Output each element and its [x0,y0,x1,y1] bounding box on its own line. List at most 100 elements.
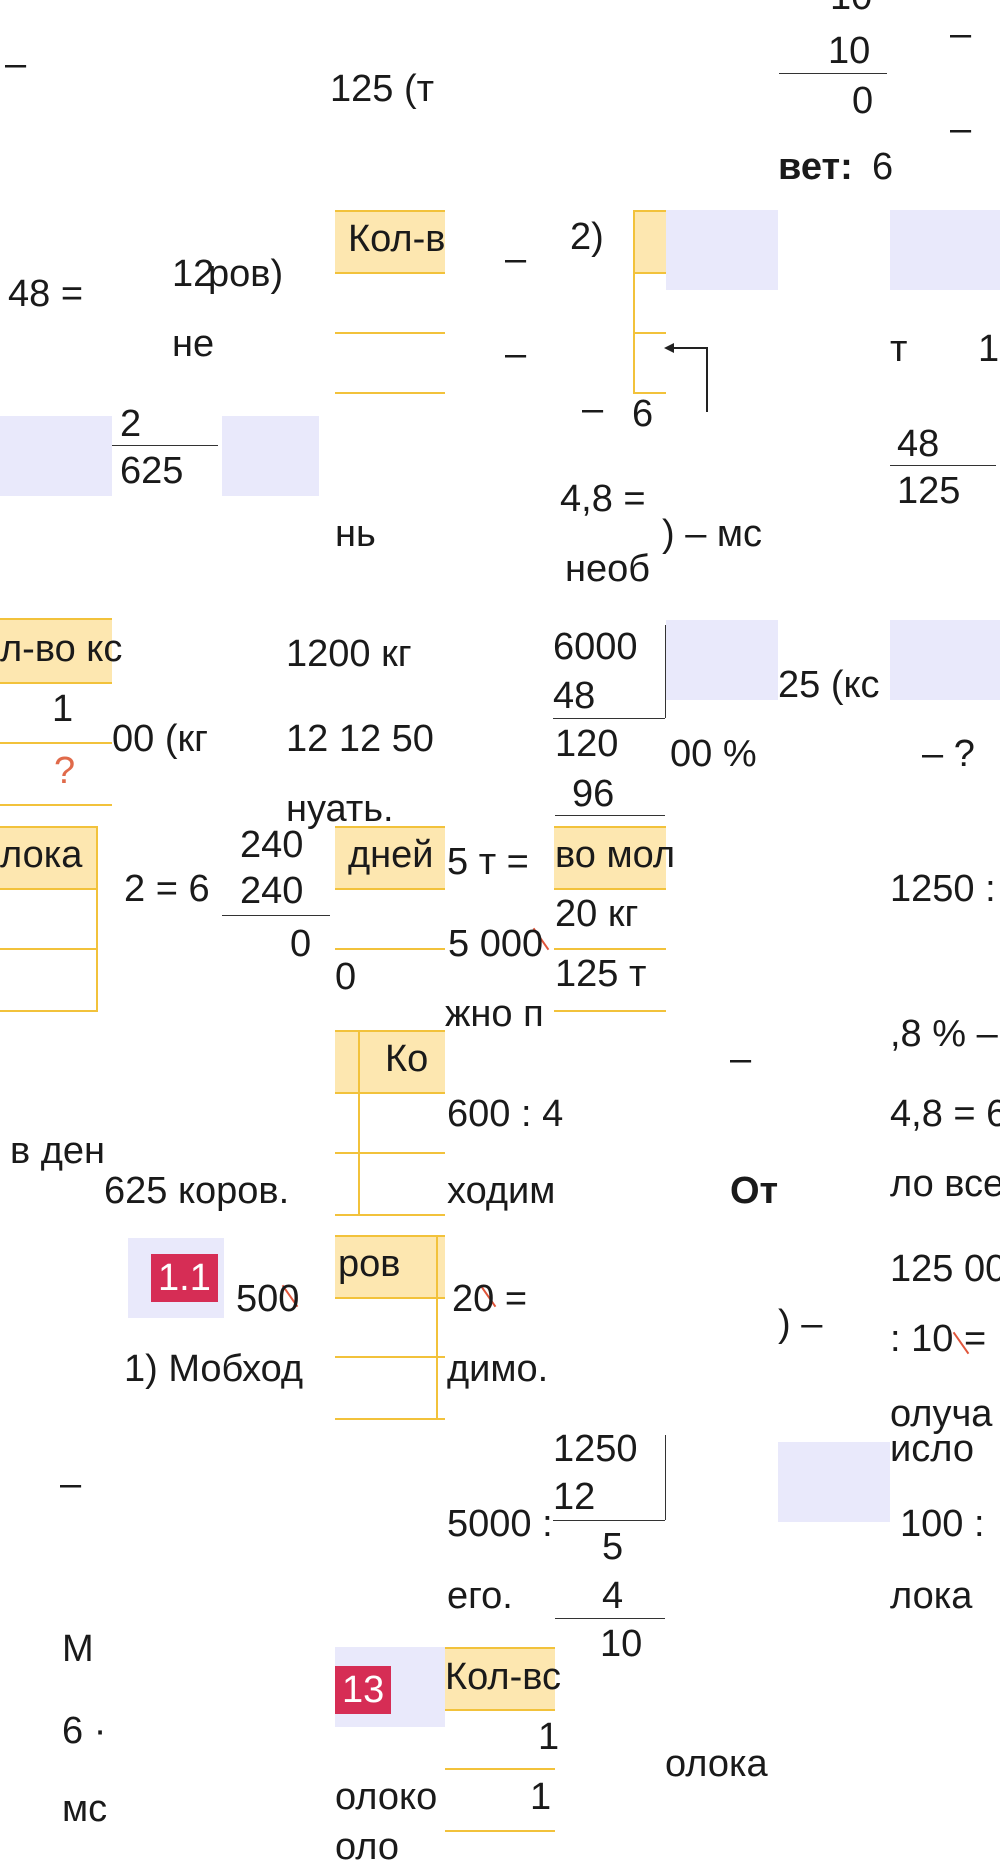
table-rule [0,948,98,950]
text-fragment: 48 [897,423,940,465]
text-fragment: – [582,388,604,430]
text-fragment: димо. [447,1348,549,1390]
table-rule [335,1214,445,1216]
division-line [665,625,666,718]
text-fragment: 12 12 50 [286,718,434,760]
text-fragment: 0 [290,923,312,965]
table-rule [335,332,445,334]
text-fragment: ло все [890,1163,1000,1205]
task-number-badge: 13 [335,1666,392,1714]
table-header-cell [633,210,666,274]
text-fragment: олока [665,1743,768,1785]
text-fragment: оло [335,1826,400,1868]
text-fragment: – [730,1038,752,1080]
lavender-tile [890,620,1000,700]
table-rule [633,332,666,334]
division-line [779,73,887,74]
text-fragment: 48 = [8,273,84,315]
arrow-icon [664,343,708,412]
text-fragment: Кол-вс [445,1656,562,1698]
table-header-cell [0,826,98,890]
table-rule [554,948,666,950]
text-fragment: т [890,328,908,370]
lavender-tile [666,210,778,290]
text-fragment: в ден [10,1130,106,1172]
table-header-cell [0,618,112,684]
text-fragment: лока [890,1575,973,1617]
division-line [553,1520,665,1521]
text-fragment: : 10 = [890,1318,987,1360]
text-fragment: 1 [530,1776,552,1818]
text-fragment: необ [565,548,651,590]
task-number-badge: 1.1 [151,1254,218,1302]
text-fragment: жно п [445,993,544,1035]
text-fragment: исло [890,1428,974,1470]
table-rule [335,1152,445,1154]
text-fragment: – [950,13,972,55]
text-fragment: 0 [335,956,357,998]
text-fragment: 10 [600,1623,643,1665]
text-fragment: 12 [172,253,215,295]
text-fragment: 25 (кс [778,664,880,706]
text-fragment: 12 [553,1476,596,1518]
lavender-tile [666,620,778,700]
text-fragment: 20 = [452,1278,528,1320]
text-fragment: во мол [555,834,676,876]
text-fragment: дней [348,834,434,876]
text-fragment: 5000 : [447,1503,553,1545]
table-rule [358,1030,360,1214]
lavender-tile [890,210,1000,290]
text-fragment: ) – мс [662,513,763,555]
text-fragment: не [172,323,215,365]
text-fragment: 20 кг [555,893,639,935]
text-fragment: 10 [830,0,872,16]
text-fragment: 125 (т [330,68,435,110]
text-fragment: 2) [570,216,604,258]
text-fragment: ) – [778,1303,823,1345]
text-fragment: 00 (кг [112,718,208,760]
text-fragment: 1) Мобход [124,1348,304,1390]
text-fragment: 5 т = [447,841,529,883]
text-fragment: 240 [240,824,304,866]
text-fragment: 1200 кг [286,633,412,675]
table-rule [335,392,445,394]
text-fragment: мс [62,1788,108,1830]
text-fragment: 600 : 4 [447,1093,564,1135]
table-rule [436,1235,438,1418]
table-header-cell [335,1030,445,1094]
text-fragment: олоко [335,1776,438,1818]
text-fragment: лока [0,834,83,876]
text-fragment: 1250 : [890,868,996,910]
table-rule [0,804,112,806]
question-mark: ? [54,750,76,792]
text-fragment: 1 [52,688,74,730]
text-fragment: 500 [236,1278,300,1320]
text-fragment: 120 [555,723,619,765]
text-fragment: 6 · [62,1710,107,1752]
text-fragment: 625 [120,450,184,492]
text-fragment: олуча [890,1393,993,1435]
text-fragment: ров) [208,253,284,295]
text-fragment: его. [447,1575,513,1617]
table-rule [445,1830,555,1832]
division-line [553,718,665,719]
text-fragment: – ? [922,733,975,775]
text-fragment: 625 коров. [104,1170,290,1212]
text-fragment: ходим [447,1170,556,1212]
division-line [890,465,996,466]
text-fragment: л-во кс [0,628,123,670]
text-fragment: ров [338,1243,401,1285]
text-fragment: 4,8 = [560,478,646,520]
text-fragment: нь [335,513,376,555]
table-rule [335,1356,445,1358]
text-fragment: 00 % [670,733,757,775]
text-fragment: Ко [385,1038,429,1080]
text-fragment: 4 [602,1575,624,1617]
table-rule [633,392,666,394]
table-rule [554,1010,666,1012]
text-fragment: – [60,1463,82,1505]
division-line [222,915,330,916]
text-fragment: – [950,108,972,150]
text-fragment: 100 : [900,1503,985,1545]
text-fragment: ,8 % – [890,1013,998,1055]
